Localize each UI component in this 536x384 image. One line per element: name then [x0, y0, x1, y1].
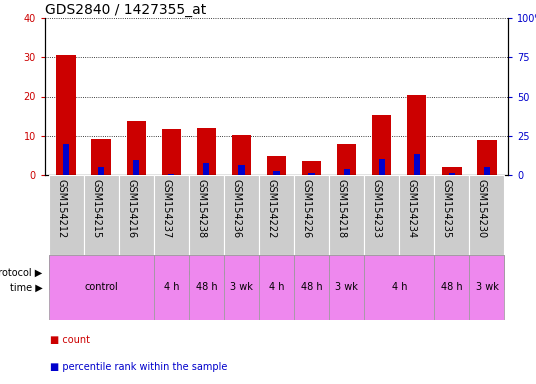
Bar: [118, 175, 154, 255]
Bar: [63, 144, 69, 175]
Bar: [92, 139, 111, 175]
Text: 48 h: 48 h: [441, 283, 463, 293]
Bar: [48, 175, 84, 255]
Text: GSM154212: GSM154212: [56, 179, 66, 238]
Bar: [364, 175, 399, 255]
Bar: [434, 255, 470, 320]
Bar: [344, 169, 349, 175]
Text: 4 h: 4 h: [163, 283, 179, 293]
Bar: [56, 55, 76, 175]
Bar: [197, 128, 216, 175]
Bar: [407, 94, 427, 175]
Text: protocol ▶: protocol ▶: [0, 268, 42, 278]
Bar: [478, 141, 496, 175]
Text: ■ percentile rank within the sample: ■ percentile rank within the sample: [50, 362, 228, 372]
Text: GSM154222: GSM154222: [266, 179, 277, 238]
Bar: [133, 160, 139, 175]
Bar: [189, 175, 224, 255]
Bar: [434, 175, 470, 255]
Bar: [372, 115, 391, 175]
Bar: [189, 255, 224, 320]
Bar: [232, 135, 251, 175]
Bar: [154, 175, 189, 255]
Bar: [470, 175, 504, 255]
Bar: [294, 255, 329, 320]
Text: GSM154230: GSM154230: [477, 179, 487, 238]
Bar: [378, 159, 385, 175]
Text: 3 wk: 3 wk: [475, 283, 498, 293]
Text: DNA electroporation: DNA electroporation: [385, 268, 484, 278]
Bar: [364, 255, 504, 290]
Bar: [364, 255, 434, 320]
Text: 4 h: 4 h: [269, 283, 284, 293]
Bar: [259, 175, 294, 255]
Bar: [154, 255, 259, 290]
Text: 48 h: 48 h: [301, 283, 322, 293]
Text: 3 wk: 3 wk: [230, 283, 253, 293]
Text: electroporation only: electroporation only: [157, 268, 256, 278]
Bar: [259, 255, 294, 320]
Bar: [329, 255, 364, 320]
Text: GSM154215: GSM154215: [91, 179, 101, 238]
Text: GSM154235: GSM154235: [442, 179, 452, 238]
Bar: [414, 154, 420, 175]
Bar: [168, 174, 174, 175]
Text: 4 h: 4 h: [391, 283, 407, 293]
Bar: [329, 175, 364, 255]
Text: GSM154216: GSM154216: [126, 179, 136, 238]
Bar: [48, 255, 154, 320]
Bar: [224, 175, 259, 255]
Bar: [154, 255, 189, 320]
Bar: [302, 161, 321, 175]
Text: GSM154236: GSM154236: [232, 179, 241, 238]
Bar: [449, 174, 455, 175]
Bar: [273, 171, 280, 175]
Bar: [267, 156, 286, 175]
Bar: [162, 129, 181, 175]
Bar: [84, 175, 118, 255]
Bar: [294, 175, 329, 255]
Text: control: control: [84, 268, 118, 278]
Bar: [442, 167, 461, 175]
Text: GSM154233: GSM154233: [372, 179, 382, 238]
Text: GSM154238: GSM154238: [196, 179, 206, 238]
Text: GSM154237: GSM154237: [161, 179, 172, 238]
Text: control: control: [84, 283, 118, 293]
Bar: [48, 255, 154, 290]
Text: 3 wk: 3 wk: [335, 283, 358, 293]
Text: time ▶: time ▶: [10, 283, 42, 293]
Text: GSM154234: GSM154234: [407, 179, 417, 238]
Bar: [399, 175, 434, 255]
Text: GSM154226: GSM154226: [302, 179, 311, 238]
Text: ■ count: ■ count: [50, 335, 91, 345]
Text: DNA injection only: DNA injection only: [266, 268, 357, 278]
Text: GSM154218: GSM154218: [337, 179, 347, 238]
Text: 48 h: 48 h: [196, 283, 217, 293]
Bar: [98, 167, 104, 175]
Bar: [484, 167, 490, 175]
Bar: [309, 173, 315, 175]
Bar: [126, 121, 146, 175]
Bar: [203, 163, 210, 175]
Text: GDS2840 / 1427355_at: GDS2840 / 1427355_at: [45, 3, 206, 17]
Bar: [224, 255, 259, 320]
Bar: [239, 165, 244, 175]
Bar: [259, 255, 364, 290]
Bar: [337, 144, 356, 175]
Bar: [470, 255, 504, 320]
